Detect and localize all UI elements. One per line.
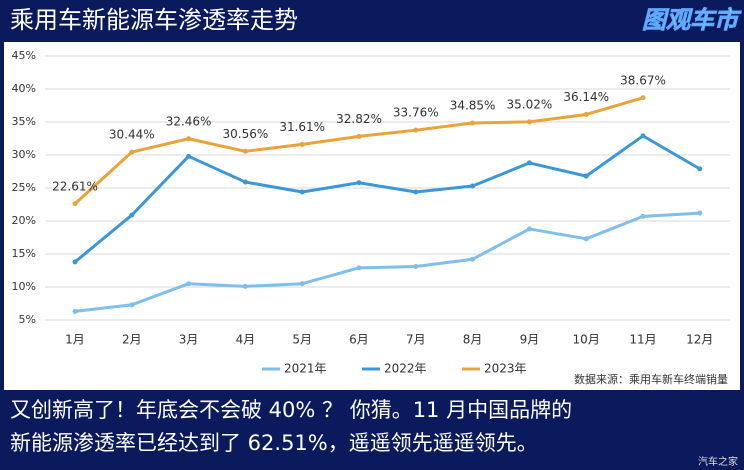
y-tick-label: 20% bbox=[12, 214, 36, 227]
data-point bbox=[129, 149, 135, 155]
data-label: 33.76% bbox=[393, 106, 439, 120]
data-point bbox=[356, 133, 362, 139]
caption-line: 又创新高了！年底会不会破 40% ？ 你猜。11 月中国品牌的 bbox=[10, 398, 572, 422]
data-label: 31.61% bbox=[279, 120, 325, 134]
series-line bbox=[74, 134, 701, 264]
data-point bbox=[583, 111, 589, 117]
data-point bbox=[186, 281, 192, 287]
series-line bbox=[74, 211, 700, 313]
source-note: 数据来源：乘用车新车终端销量 bbox=[574, 372, 728, 386]
x-tick-label: 8月 bbox=[463, 333, 483, 347]
y-tick-label: 40% bbox=[12, 82, 36, 95]
data-point bbox=[242, 179, 248, 185]
data-point bbox=[413, 264, 419, 270]
chart-title: 乘用车新能源车渗透率走势 bbox=[10, 6, 298, 34]
data-point bbox=[526, 160, 532, 166]
data-point bbox=[640, 95, 646, 101]
legend-label: 2021年 bbox=[284, 362, 327, 376]
logo: 图观车市 bbox=[642, 6, 742, 34]
y-tick-label: 30% bbox=[12, 148, 36, 161]
x-tick-label: 1月 bbox=[65, 333, 85, 347]
data-label: 38.67% bbox=[620, 73, 666, 87]
data-point bbox=[72, 201, 78, 207]
data-point bbox=[299, 189, 305, 195]
data-point bbox=[640, 213, 646, 219]
data-point bbox=[129, 302, 135, 308]
data-point bbox=[526, 226, 532, 232]
watermark: 汽车之家 bbox=[698, 455, 738, 468]
data-label: 35.02% bbox=[507, 97, 553, 111]
data-point bbox=[526, 119, 532, 125]
legend-label: 2022年 bbox=[384, 362, 427, 376]
data-point bbox=[129, 212, 135, 218]
chart-panel bbox=[4, 42, 740, 390]
data-point bbox=[356, 265, 362, 271]
y-tick-label: 10% bbox=[12, 280, 36, 293]
data-point bbox=[697, 166, 703, 172]
data-label: 36.14% bbox=[563, 90, 609, 104]
x-tick-label: 12月 bbox=[686, 333, 713, 347]
caption-line: 新能源渗透率已经达到了 62.51%，遥遥领先遥遥领先。 bbox=[10, 431, 538, 455]
data-point bbox=[470, 256, 476, 262]
y-tick-label: 45% bbox=[12, 49, 36, 62]
data-label: 32.46% bbox=[166, 114, 212, 128]
data-label: 32.82% bbox=[336, 112, 382, 126]
data-label: 34.85% bbox=[450, 98, 496, 112]
data-point bbox=[186, 136, 192, 142]
y-tick-label: 35% bbox=[12, 115, 36, 128]
x-tick-label: 10月 bbox=[573, 333, 600, 347]
data-point bbox=[413, 127, 419, 133]
x-tick-label: 3月 bbox=[179, 333, 199, 347]
data-point bbox=[583, 236, 589, 242]
data-point bbox=[72, 308, 78, 314]
data-point bbox=[583, 173, 589, 179]
data-label: 22.61% bbox=[52, 179, 98, 193]
x-tick-label: 5月 bbox=[292, 333, 312, 347]
data-point bbox=[186, 153, 192, 159]
data-point bbox=[697, 210, 703, 216]
x-tick-label: 7月 bbox=[406, 333, 426, 347]
x-tick-label: 6月 bbox=[349, 333, 369, 347]
data-point bbox=[299, 281, 305, 287]
data-point bbox=[470, 183, 476, 189]
x-tick-label: 4月 bbox=[236, 333, 256, 347]
y-tick-label: 25% bbox=[12, 181, 36, 194]
data-point bbox=[72, 259, 78, 265]
y-tick-label: 5% bbox=[19, 313, 36, 326]
data-point bbox=[413, 189, 419, 195]
data-point bbox=[356, 180, 362, 186]
data-label: 30.44% bbox=[109, 128, 155, 142]
y-tick-label: 15% bbox=[12, 247, 36, 260]
legend-label: 2023年 bbox=[484, 362, 527, 376]
data-point bbox=[242, 148, 248, 154]
x-tick-label: 2月 bbox=[122, 333, 142, 347]
data-point bbox=[470, 120, 476, 126]
data-point bbox=[640, 133, 646, 139]
x-tick-label: 11月 bbox=[629, 333, 656, 347]
data-label: 30.56% bbox=[223, 127, 269, 141]
data-point bbox=[299, 141, 305, 147]
x-tick-label: 9月 bbox=[520, 333, 540, 347]
data-point bbox=[242, 283, 248, 289]
